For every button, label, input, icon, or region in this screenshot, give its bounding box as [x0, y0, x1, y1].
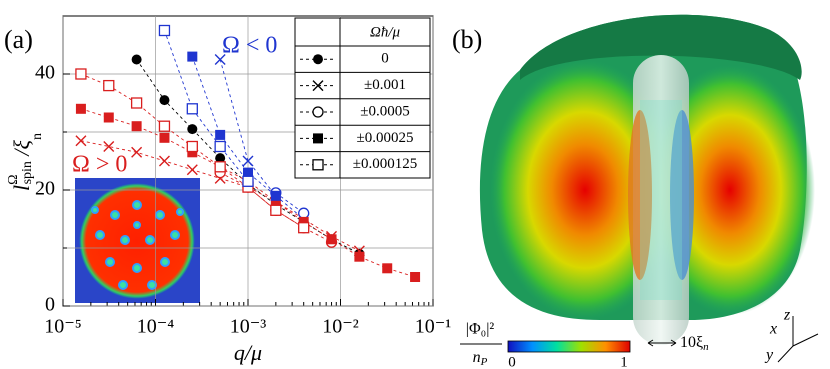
- inset-image: [75, 178, 200, 303]
- x-tick-label: 10⁻³: [230, 316, 267, 338]
- marker: [298, 216, 309, 227]
- x-tick-label: 10⁻¹: [415, 316, 452, 338]
- marker: [186, 103, 198, 115]
- annotation: Ω > 0: [72, 152, 127, 178]
- marker: [243, 167, 253, 178]
- x-tick-label: 10⁻⁵: [44, 316, 82, 338]
- marker: [312, 80, 324, 92]
- marker: [298, 222, 310, 234]
- legend-label: ±0.001: [364, 77, 406, 93]
- panel-label: (b): [452, 25, 482, 54]
- legend-title: Ωħ/μ: [370, 24, 401, 40]
- marker: [103, 112, 114, 123]
- colorbar-tick: 1: [620, 354, 628, 369]
- marker: [214, 140, 226, 153]
- axis-label-3d: y: [764, 347, 774, 364]
- marker: [312, 159, 324, 171]
- marker: [75, 103, 86, 114]
- colorbar-tick: 0: [508, 354, 516, 369]
- marker: [103, 141, 115, 152]
- legend-label: ±0.000125: [353, 156, 417, 172]
- marker: [410, 272, 421, 282]
- marker: [187, 124, 198, 135]
- y-tick-label: 40: [35, 62, 55, 84]
- marker: [215, 129, 226, 140]
- marker: [354, 251, 365, 262]
- x-axis-label: q/μ: [234, 340, 262, 365]
- marker: [159, 132, 170, 143]
- marker: [215, 153, 226, 164]
- series-line: [219, 59, 304, 220]
- marker: [130, 97, 143, 109]
- marker: [103, 79, 115, 92]
- marker: [75, 135, 87, 147]
- marker: [131, 121, 142, 132]
- marker: [270, 196, 281, 207]
- y-tick-label: 0: [45, 294, 55, 316]
- panel-label: (a): [4, 25, 33, 54]
- marker: [313, 54, 323, 65]
- marker: [131, 54, 142, 65]
- y-tick-label: 20: [35, 178, 55, 200]
- marker: [382, 263, 393, 274]
- series-line: [136, 59, 360, 255]
- marker: [186, 140, 198, 153]
- scale-bar-label: 10ξn: [680, 334, 709, 353]
- axis-label-3d: x: [769, 321, 777, 338]
- marker: [242, 175, 254, 187]
- x-tick-label: 10⁻⁴: [137, 316, 175, 338]
- marker: [158, 155, 170, 167]
- legend: Ωħ/μ 0 ±0.001 ±0.0005 ±0.00025 ±0.000125: [294, 17, 431, 179]
- legend-label: ±0.0005: [360, 103, 409, 119]
- marker: [270, 204, 282, 216]
- marker: [214, 54, 226, 65]
- y-axis-label: lΩspin /ξn: [6, 133, 45, 191]
- marker: [242, 155, 254, 167]
- marker: [313, 133, 323, 144]
- axis-label-3d: z: [783, 307, 791, 324]
- annotation: Ω < 0: [222, 33, 277, 59]
- legend-label: ±0.00025: [357, 130, 414, 146]
- marker: [298, 207, 310, 219]
- colorbar-label: |Φ₀|²: [466, 321, 495, 338]
- marker: [214, 161, 226, 173]
- marker: [312, 106, 324, 118]
- render-3d: [460, 14, 819, 363]
- marker: [158, 24, 171, 37]
- marker: [158, 120, 171, 132]
- marker: [187, 147, 198, 158]
- colorbar-label: nP: [473, 349, 488, 368]
- marker: [326, 234, 337, 245]
- marker: [186, 164, 198, 176]
- marker: [131, 146, 143, 158]
- marker: [159, 95, 170, 106]
- marker: [75, 68, 87, 80]
- marker: [270, 190, 281, 201]
- x-tick-label: 10⁻²: [322, 316, 359, 338]
- series-line: [164, 30, 249, 182]
- legend-label: 0: [381, 51, 389, 67]
- marker: [187, 51, 198, 62]
